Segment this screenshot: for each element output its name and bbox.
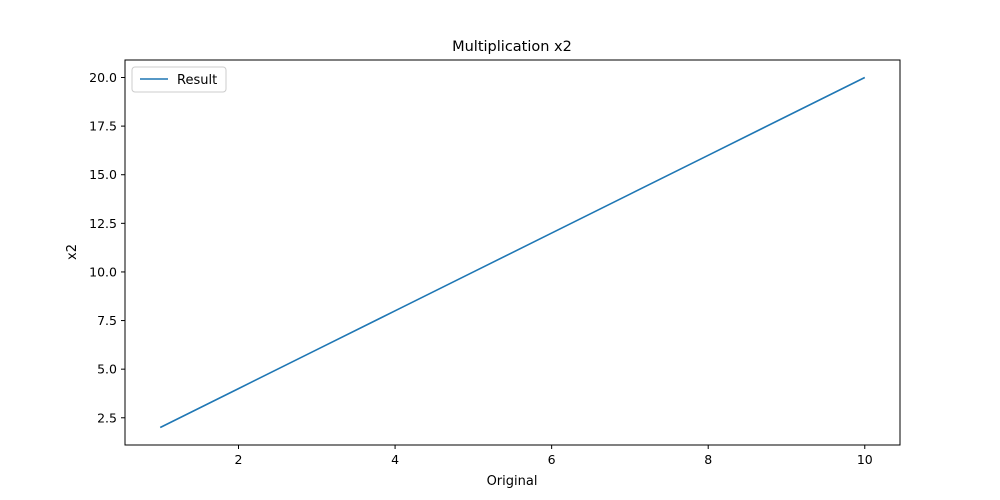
legend: Result (131, 66, 227, 93)
y-tick-label: 17.5 (89, 119, 117, 134)
x-axis-label: Original (487, 474, 538, 489)
plot-area (159, 76, 866, 429)
legend-box (131, 66, 227, 93)
x-tick-label: 6 (548, 452, 556, 467)
y-tick-label: 12.5 (89, 216, 117, 231)
y-tick-label: 7.5 (97, 313, 117, 328)
y-tick-label: 20.0 (89, 70, 117, 85)
chart-title: Multiplication x2 (452, 39, 572, 55)
series-line-result (159, 76, 866, 429)
y-tick-label: 5.0 (97, 362, 117, 377)
x-tick-label: 4 (391, 452, 399, 467)
y-tick-label: 2.5 (97, 410, 117, 425)
x-tick-label: 8 (704, 452, 712, 467)
y-axis-ticks: 2.5 5.0 7.5 10.0 12.5 15.0 17.5 20.0 (89, 70, 125, 425)
y-tick-label: 15.0 (89, 167, 117, 182)
y-tick-label: 10.0 (89, 264, 117, 279)
y-axis-label: x2 (65, 244, 80, 260)
x-tick-label: 10 (857, 452, 873, 467)
x-axis-ticks: 2 4 6 8 10 (235, 445, 873, 467)
legend-label-result: Result (177, 73, 217, 88)
x-tick-label: 2 (235, 452, 243, 467)
axes-frame (124, 59, 901, 446)
